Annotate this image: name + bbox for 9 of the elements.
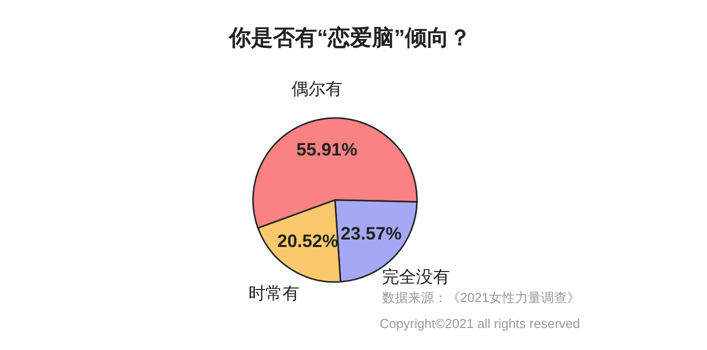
text: Copyright©2021 all rights reserved: [380, 316, 580, 331]
slice-label: 完全没有: [382, 267, 450, 286]
data-label: 20.52%: [277, 230, 338, 251]
slice-label: 偶尔有: [291, 79, 342, 98]
data-label: 23.57%: [340, 224, 402, 244]
chart-title: 你是否有“恋爱脑”倾向？: [228, 25, 471, 50]
data-label: 55.91%: [296, 140, 358, 160]
source-note: 数据来源：《2021女性力量调查》: [382, 290, 580, 305]
slice-label: 时常有: [248, 284, 300, 303]
